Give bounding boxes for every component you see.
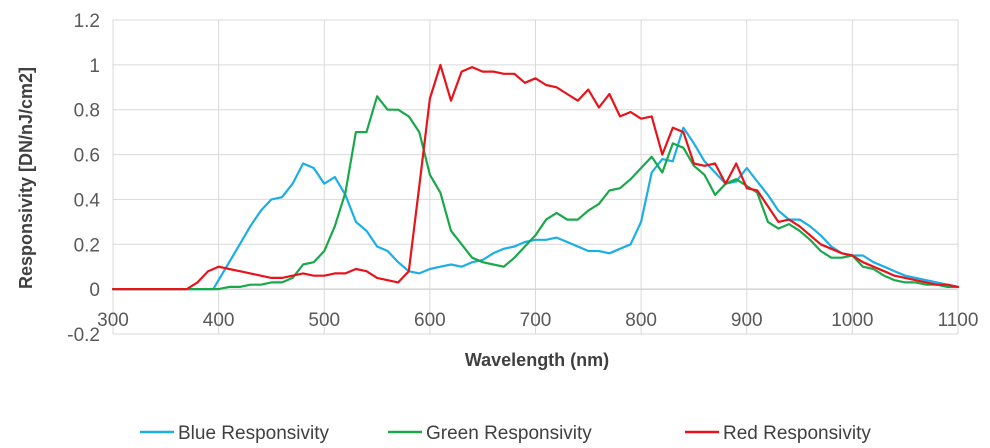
x-axis-title: Wavelength (nm) (465, 350, 609, 370)
gridlines (112, 19, 959, 335)
legend: Blue Responsivity Green Responsivity Red R… (140, 423, 871, 444)
y-tick-label: 0 (89, 280, 100, 301)
series-line-blue (111, 126, 960, 291)
y-tick-label: 0.6 (74, 146, 100, 167)
x-tick-label: 900 (731, 310, 763, 331)
x-tick-label: 800 (625, 310, 657, 331)
series-lines (111, 63, 960, 291)
y-tick-label: 0.2 (74, 235, 100, 256)
legend-label: Blue Responsivity (178, 423, 330, 444)
x-tick-label: 1100 (938, 310, 979, 331)
y-tick-label: 0.8 (74, 101, 100, 122)
y-tick-label: 1.2 (74, 11, 100, 32)
legend-label: Green Responsivity (426, 423, 592, 444)
series-line-green (111, 95, 960, 291)
x-tick-label: 300 (97, 310, 129, 331)
y-axis-title: Responsivity [DN/nJ/cm2] (16, 67, 36, 289)
x-tick-label: 1000 (831, 310, 873, 331)
x-tick-label: 500 (308, 310, 340, 331)
x-axis-ticks: 300 400 500 600 700 800 900 1000 1100 (97, 310, 978, 331)
y-tick-label: 0.4 (74, 190, 101, 211)
y-axis-ticks: -0.2 0 0.2 0.4 0.6 0.8 1 1.2 (67, 11, 100, 346)
x-tick-label: 600 (414, 310, 446, 331)
legend-label: Red Responsivity (723, 423, 871, 444)
y-tick-label: 1 (89, 56, 100, 77)
series-line-red (111, 63, 960, 291)
x-tick-label: 700 (520, 310, 552, 331)
y-tick-label: -0.2 (67, 325, 100, 346)
x-tick-label: 400 (203, 310, 235, 331)
